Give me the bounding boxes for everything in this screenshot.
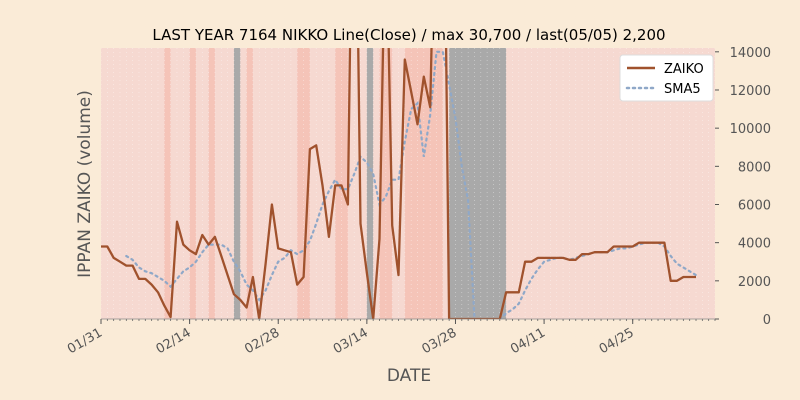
y-tick-label: 6000 <box>738 198 771 213</box>
highlight-band <box>164 48 171 319</box>
x-tick-label: 03/28 <box>420 325 460 357</box>
x-tick-label: 03/14 <box>331 325 371 357</box>
y-tick-label: 10000 <box>730 122 771 137</box>
legend-zaiko-label: ZAIKO <box>664 62 704 77</box>
dark-band <box>233 48 241 319</box>
x-tick-label: 01/31 <box>65 325 105 357</box>
legend: ZAIKO SMA5 <box>619 54 714 102</box>
x-tick-label: 04/11 <box>508 325 548 357</box>
x-tick-label: 02/14 <box>154 325 194 357</box>
y-axis-title: IPPAN ZAIKO (volume) <box>75 90 95 278</box>
y-tick-label: 0 <box>763 313 771 328</box>
lines-layer <box>101 48 698 319</box>
y-tick-label: 14000 <box>730 46 771 61</box>
highlight-band <box>208 48 215 319</box>
y-tick-label: 12000 <box>730 84 771 99</box>
series-line-zaiko <box>101 48 696 319</box>
x-tick-label: 04/25 <box>597 325 637 357</box>
dark-band <box>449 48 507 319</box>
dark-band <box>366 48 374 319</box>
chart-title: LAST YEAR 7164 NIKKO Line(Close) / max 3… <box>152 26 665 44</box>
y-tick-label: 2000 <box>738 275 771 290</box>
legend-box <box>619 54 714 102</box>
y-tick-label: 4000 <box>738 237 771 252</box>
highlight-band <box>189 48 196 319</box>
legend-sma5-label: SMA5 <box>664 82 701 97</box>
highlight-band <box>335 48 348 319</box>
x-tick-label: 02/28 <box>242 325 282 357</box>
highlight-band <box>246 48 253 319</box>
y-tick-label: 8000 <box>738 160 771 175</box>
x-axis-title: DATE <box>387 366 431 386</box>
